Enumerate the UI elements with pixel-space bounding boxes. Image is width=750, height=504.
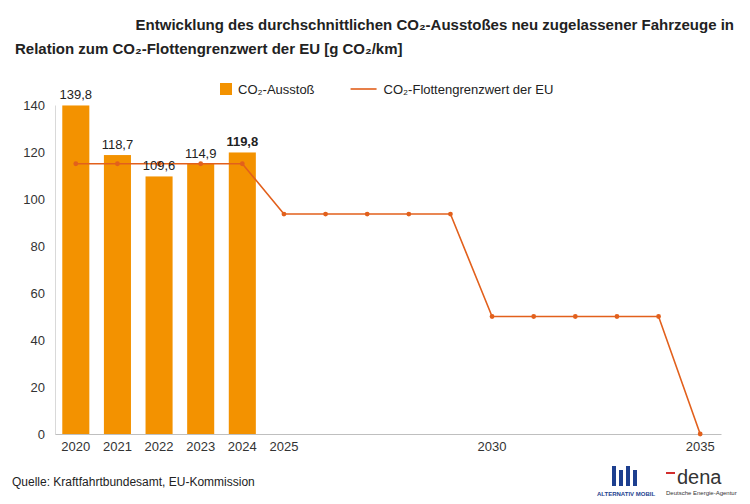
marker [323,212,328,217]
y-tick-label: 0 [38,427,45,442]
logo-shape [626,466,630,486]
marker [448,212,453,217]
marker [240,161,245,166]
x-tick-label: 2023 [186,439,215,454]
data-label: 119,8 [226,134,258,149]
y-tick-label: 60 [31,286,45,301]
marker [282,212,287,217]
y-tick-label: 120 [23,145,45,160]
marker [198,161,203,166]
logo-text: dena [677,466,722,488]
legend-swatch [351,88,377,90]
marker [365,212,370,217]
data-label: 139,8 [60,87,93,102]
title: Entwicklung des durchschnittlichen CO₂-A… [136,16,734,33]
x-tick: 2022 [145,434,174,454]
x-tick-label: 2021 [103,439,132,454]
y-tick: 100 [23,192,55,207]
x-tick-label: 2024 [228,439,257,454]
marker [656,314,661,319]
bar [187,164,214,434]
y-tick: 60 [31,286,55,301]
bar [146,176,173,434]
marker [531,314,536,319]
y-tick: 80 [31,239,55,254]
marker [406,212,411,217]
x-tick-label: 2030 [478,439,507,454]
y-axis: 0 20 40 60 80 100 120 140 [23,98,55,442]
marker [615,314,620,319]
legend-label: CO₂-Ausstoß [238,82,315,97]
x-tick-label: 2020 [61,439,90,454]
data-label: 118,7 [102,137,134,152]
logo-shape [666,472,675,474]
title: Relation zum CO₂-Flottengrenzwert der EU… [15,40,403,57]
y-tick-label: 100 [23,192,45,207]
bar [229,152,256,434]
x-tick-label: 2025 [269,439,298,454]
marker [115,161,120,166]
legend: CO₂-Ausstoß CO₂-Flottengrenzwert der EU [220,82,553,97]
line [76,164,700,434]
source: Quelle: Kraftfahrtbundesamt, EU-Kommissi… [12,475,255,489]
legend-swatch [220,83,232,95]
x-tick: 2030 [478,434,507,454]
x-tick: 2023 [186,434,215,454]
marker [73,161,78,166]
marker [573,314,578,319]
data-label: 109,6 [143,158,176,173]
logo-shape [633,470,637,486]
logo-text: Deutsche Energie-Agentur [666,490,737,496]
marker [490,314,495,319]
y-tick-label: 80 [31,239,45,254]
bar [104,155,131,434]
x-tick: 2021 [103,434,132,454]
legend-label: CO₂-Flottengrenzwert der EU [384,82,554,97]
logo-text: ALTERNATIV MOBIL [597,491,655,497]
x-tick: 2035 [686,434,715,454]
legend-item: CO₂-Ausstoß [220,82,315,97]
x-tick-label: 2022 [145,439,174,454]
y-tick-label: 40 [31,333,45,348]
y-tick: 40 [31,333,55,348]
y-tick: 140 [23,98,55,113]
y-axis-line [55,106,56,435]
x-tick: 2024 [228,434,257,454]
y-tick-label: 20 [31,380,45,395]
chart: Entwicklung des durchschnittlichen CO₂-A… [0,0,750,504]
y-tick-label: 140 [23,98,45,113]
x-axis-line [56,434,722,435]
logo-shape [612,466,616,486]
x-axis: 2020 2021 2022 2023 2024 2025 2030 2035 [56,434,722,454]
legend-item: CO₂-Flottengrenzwert der EU [351,82,554,97]
marker [698,432,703,437]
plot-area [62,105,702,436]
bar [62,105,89,434]
y-tick: 120 [23,145,55,160]
x-tick-label: 2035 [686,439,715,454]
y-tick: 0 [38,427,55,442]
data-labels: 139,8 118,7 109,6 114,9 119,8 [60,87,259,173]
x-tick: 2025 [269,434,298,454]
data-label: 114,9 [185,146,217,161]
x-tick: 2020 [61,434,90,454]
y-tick: 20 [31,380,55,395]
logo-shape [619,470,623,486]
logo-alternativ-mobil [612,466,637,486]
